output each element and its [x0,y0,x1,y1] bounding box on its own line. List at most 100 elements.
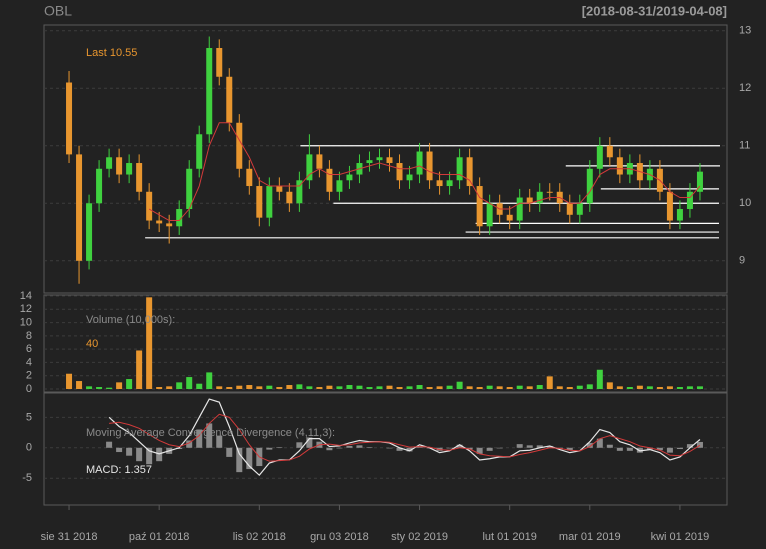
macd-histogram-bar [206,423,213,448]
volume-bar [156,387,163,390]
y-tick-label: 5 [26,411,32,423]
volume-bar [366,387,373,390]
volume-bar [206,372,213,390]
macd-histogram-bar [646,447,653,450]
candle-body [266,186,273,218]
moving-average-line [148,122,701,222]
macd-histogram-bar [446,447,453,449]
macd-histogram-bar [246,447,253,470]
macd-histogram-bar [326,447,333,451]
volume-bar [486,385,493,390]
candle-body [216,48,223,77]
volume-bar [476,387,483,390]
candle-body [686,191,693,210]
volume-bar [306,386,313,390]
candle-body [396,163,403,181]
volume-bar [616,386,623,390]
macd-histogram-bar [186,440,193,448]
volume-bar [546,376,553,390]
volume-bar [596,369,603,390]
macd-histogram-bar [676,447,683,449]
x-tick-label: gru 03 2018 [310,531,369,543]
candle-body [236,122,243,169]
macd-last: MACD: 1.357 [86,464,152,476]
candle-body [516,197,523,221]
candle-body [276,186,283,192]
volume-bar [586,384,593,390]
candle-body [296,180,303,204]
candle-body [366,160,373,164]
macd-histogram-bar [606,444,613,448]
candle-body [436,180,443,187]
candle-body [606,145,613,158]
macd-histogram-bar [126,447,133,456]
macd-histogram-bar [276,447,283,448]
volume-title: Volume (10,000s): [86,314,175,326]
last-price: Last 10.55 [86,47,137,59]
macd-histogram-bar [236,447,243,473]
volume-bar [146,297,153,390]
volume-bar [276,387,283,390]
candle-body [586,168,593,204]
candle-body [466,157,473,187]
macd-histogram-bar [526,445,533,448]
macd-histogram-bar [136,447,143,462]
y-tick-label: 10 [739,197,751,209]
candle-body [426,151,433,181]
volume-bar [656,387,663,390]
volume-bar [406,386,413,390]
volume-bar [386,385,393,390]
y-tick-label: 10 [20,316,32,328]
macd-signal-line [109,413,701,462]
candle-body [186,168,193,210]
macd-histogram-bar [596,438,603,448]
volume-bar [226,387,233,390]
candle-body [476,186,483,227]
volume-bar [516,385,523,390]
candle-body [126,163,133,175]
volume-bar [696,386,703,390]
volume-bar [376,386,383,390]
volume-last: 40 [86,338,98,350]
macd-histogram-bar [406,447,413,452]
candle-body [566,203,573,215]
volume-bar [106,387,113,390]
date-range: [2018-08-31/2019-04-08] [582,3,727,18]
candle-body [536,191,543,204]
macd-histogram-bar [686,444,693,448]
volume-bar [346,385,353,390]
candle-body [456,157,463,181]
volume-bar [196,383,203,390]
y-tick-label: 8 [26,330,32,342]
candle-body [336,180,343,192]
volume-bar [466,386,473,390]
x-tick-label: lis 02 2018 [233,531,286,543]
volume-bar [266,385,273,390]
candle-body [76,154,83,261]
volume-bar [606,382,613,390]
y-tick-label: 12 [739,82,751,94]
volume-bar [426,387,433,390]
volume-bar [676,387,683,390]
volume-bar [556,386,563,390]
volume-bar [96,387,103,390]
volume-bar [246,385,253,390]
macd-histogram-bar [516,444,523,448]
candle-body [196,134,203,169]
y-tick-label: 9 [739,255,745,267]
candle-body [206,48,213,135]
candle-body [306,154,313,181]
x-tick-label: kwi 01 2019 [651,531,710,543]
candle-body [576,203,583,215]
volume-bar [176,382,183,390]
macd-histogram-bar [146,447,153,465]
volume-bar [326,385,333,390]
macd-histogram-bar [356,445,363,448]
candle-body [96,168,103,204]
volume-bar [296,384,303,390]
candle-body [406,174,413,181]
chart-title: OBL [44,3,72,19]
candle-body [116,157,123,175]
